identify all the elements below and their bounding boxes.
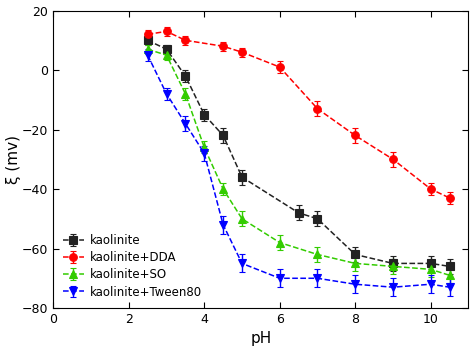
Legend: kaolinite, kaolinite+DDA, kaolinite+SO, kaolinite+Tween80: kaolinite, kaolinite+DDA, kaolinite+SO, … <box>59 231 206 302</box>
Y-axis label: ξ (mv): ξ (mv) <box>6 135 20 184</box>
X-axis label: pH: pH <box>250 332 272 346</box>
